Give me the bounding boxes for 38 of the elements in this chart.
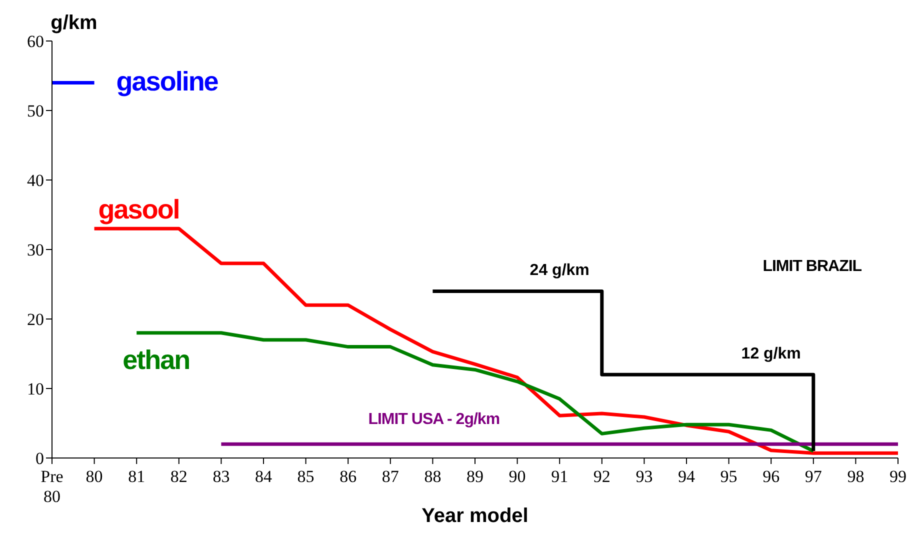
x-tick-label: 95 bbox=[720, 467, 738, 486]
x-tick-label: 81 bbox=[128, 467, 146, 486]
x-tick-label: 98 bbox=[847, 467, 864, 486]
x-tick-label: 91 bbox=[551, 467, 568, 486]
annotation: 24 g/km bbox=[530, 262, 590, 280]
x-tick-label: 87 bbox=[382, 467, 400, 486]
x-tick-label: 84 bbox=[255, 467, 272, 486]
x-axis-title: Year model bbox=[422, 505, 528, 527]
x-tick-label: 83 bbox=[212, 467, 230, 486]
x-tick-label: 86 bbox=[340, 467, 357, 486]
series-label: LIMIT USA - 2g/km bbox=[368, 411, 500, 428]
x-tick-label: 92 bbox=[593, 467, 610, 486]
annotation: 12 g/km bbox=[741, 346, 801, 363]
x-tick-label: 97 bbox=[804, 467, 822, 486]
x-tick-label: Pre 80 bbox=[40, 467, 64, 506]
y-tick-label: 60 bbox=[27, 32, 44, 52]
y-tick-label: 50 bbox=[27, 102, 44, 121]
x-tick-label: 94 bbox=[678, 467, 696, 486]
text: LIMIT BRAZIL bbox=[762, 258, 862, 276]
y-tick-label: 30 bbox=[27, 240, 44, 260]
y-tick-label: 0 bbox=[36, 449, 44, 468]
y-tick-label: 40 bbox=[27, 171, 44, 190]
y-axis-title: g/km bbox=[50, 12, 98, 34]
series-label: gasoline bbox=[116, 66, 219, 97]
line-series bbox=[92, 226, 898, 455]
x-tick-label: 89 bbox=[466, 467, 484, 486]
x-tick-label: 88 bbox=[424, 467, 442, 486]
x-tick-label: 90 bbox=[508, 467, 526, 486]
x-tick-label: 96 bbox=[762, 467, 780, 486]
y-tick-label: 20 bbox=[27, 310, 44, 330]
x-tick-label: 85 bbox=[297, 467, 314, 486]
series-label: ethan bbox=[122, 344, 190, 375]
y-tick-label: 10 bbox=[27, 380, 44, 399]
x-tick-label: 80 bbox=[86, 467, 103, 486]
series-label: gasool bbox=[98, 194, 180, 225]
x-tick-label: 99 bbox=[890, 467, 906, 486]
x-tick-label: 93 bbox=[636, 467, 653, 486]
x-tick-label: 82 bbox=[170, 467, 188, 486]
